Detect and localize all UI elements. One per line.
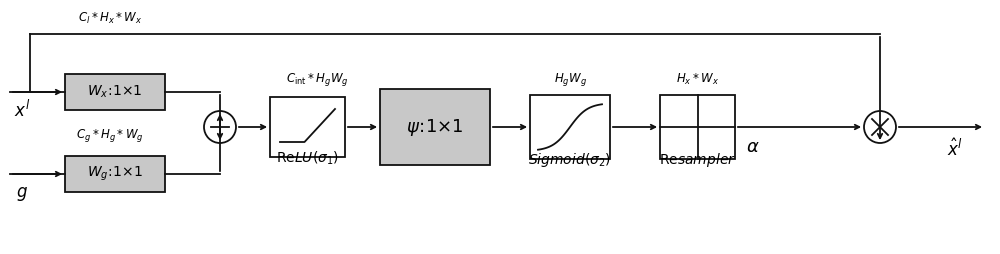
Text: $x^l$: $x^l$ [14,99,30,121]
Text: $H_g W_g$: $H_g W_g$ [554,71,586,87]
Bar [660,95,735,159]
Text: $C_l * H_x * W_x$: $C_l * H_x * W_x$ [78,10,142,26]
Bar [380,89,490,165]
Text: $C_{\mathrm{int}} * H_g W_g$: $C_{\mathrm{int}} * H_g W_g$ [286,71,349,87]
Text: $Sigmoid(\sigma_2)$: $Sigmoid(\sigma_2)$ [528,151,612,169]
Bar [65,156,165,192]
Bar [270,97,345,157]
Circle shape [864,111,896,143]
Text: $C_g * H_g * W_g$: $C_g * H_g * W_g$ [76,128,144,145]
Text: $\mathrm{Re}LU(\sigma_1)$: $\mathrm{Re}LU(\sigma_1)$ [276,150,339,167]
Text: $\mathrm{Re}sampler$: $\mathrm{Re}sampler$ [659,151,736,169]
Bar [65,74,165,110]
Text: $\alpha$: $\alpha$ [746,138,760,156]
Circle shape [204,111,236,143]
Text: $W_g\!:\!1{\times}1$: $W_g\!:\!1{\times}1$ [87,165,143,183]
Text: $g$: $g$ [16,185,28,203]
Text: $H_x * W_x$: $H_x * W_x$ [676,71,719,87]
Text: $\psi\!:\!1{\times}1$: $\psi\!:\!1{\times}1$ [406,117,464,137]
Text: $\hat{x}^l$: $\hat{x}^l$ [947,138,963,160]
Text: $W_x\!:\!1{\times}1$: $W_x\!:\!1{\times}1$ [87,84,143,100]
Bar [530,95,610,159]
